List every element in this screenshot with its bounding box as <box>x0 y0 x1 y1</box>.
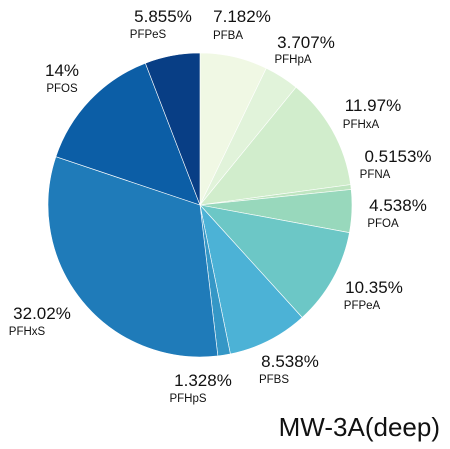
slice-name-pfba: PFBA <box>213 30 243 42</box>
slice-name-pfpea: PFPeA <box>344 300 381 312</box>
slice-name-pfhxs: PFHxS <box>9 326 46 338</box>
slice-percent-pfos: 14% <box>45 61 79 80</box>
slice-name-pfhpa: PFHpA <box>274 54 311 66</box>
slice-percent-pfpes: 5.855% <box>134 7 192 26</box>
pie-slice-pfhxs <box>47 156 219 358</box>
slice-labels: 7.182% PFBA 3.707% PFHpA 11.97% PFHxA 0.5153% P… <box>9 7 432 405</box>
slice-name-pfoa: PFOA <box>367 218 399 230</box>
pie-slices <box>47 52 353 358</box>
pie-slice-pfpes <box>144 52 201 206</box>
pie-slice-pfpea <box>199 204 350 318</box>
slice-name-pfos: PFOS <box>46 83 78 95</box>
slice-name-pfhps: PFHpS <box>169 393 206 405</box>
pie-slice-pfos <box>55 62 201 206</box>
slice-percent-pfhxa: 11.97% <box>345 96 401 115</box>
slice-percent-pfoa: 4.538% <box>369 196 427 215</box>
slice-percent-pfba: 7.182% <box>213 7 271 26</box>
slice-percent-pfhxs: 32.02% <box>13 304 71 323</box>
slice-name-pfna: PFNA <box>360 169 391 181</box>
chart-title: MW-3A(deep) <box>279 412 440 442</box>
slice-name-pfhxa: PFHxA <box>343 119 380 131</box>
slice-percent-pfbs: 8.538% <box>261 352 319 371</box>
slice-percent-pfna: 0.5153% <box>364 147 431 166</box>
slice-percent-pfpea: 10.35% <box>345 278 403 297</box>
slice-name-pfpes: PFPeS <box>130 29 167 41</box>
slice-percent-pfhpa: 3.707% <box>277 33 335 52</box>
slice-percent-pfhps: 1.328% <box>174 371 232 390</box>
pie-slice-pfhxa <box>199 86 351 206</box>
slice-name-pfbs: PFBS <box>259 374 289 386</box>
